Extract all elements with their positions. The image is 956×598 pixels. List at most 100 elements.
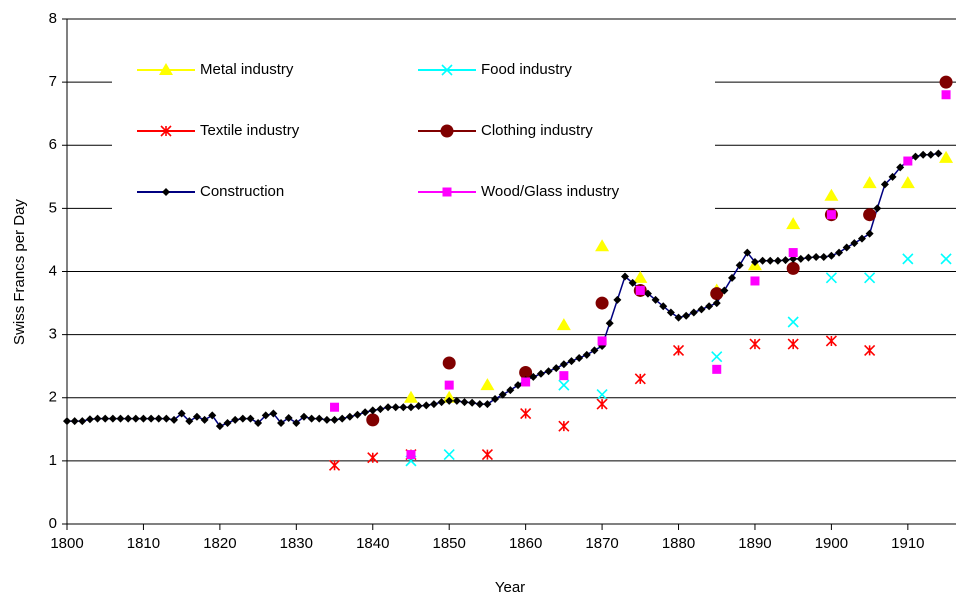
marker bbox=[159, 63, 173, 75]
marker-shape bbox=[442, 356, 456, 370]
marker bbox=[406, 450, 416, 460]
marker bbox=[773, 256, 782, 265]
x-tick-label: 1840 bbox=[356, 535, 389, 552]
marker-shape bbox=[63, 417, 71, 426]
marker bbox=[322, 415, 331, 424]
marker bbox=[284, 413, 293, 422]
marker-shape bbox=[939, 75, 953, 89]
marker-shape bbox=[391, 403, 400, 412]
marker-shape bbox=[445, 396, 454, 405]
marker bbox=[862, 176, 877, 189]
marker bbox=[824, 188, 839, 201]
marker-shape bbox=[666, 308, 675, 317]
marker bbox=[192, 412, 201, 421]
y-tick-label: 8 bbox=[49, 10, 57, 27]
marker-shape bbox=[651, 295, 660, 304]
marker bbox=[353, 410, 362, 419]
marker bbox=[674, 313, 683, 322]
marker bbox=[597, 336, 607, 346]
marker-shape bbox=[437, 398, 446, 407]
marker-shape bbox=[743, 248, 752, 257]
marker bbox=[441, 64, 453, 76]
x-tick-label: 1880 bbox=[662, 535, 695, 552]
marker bbox=[483, 400, 492, 409]
marker bbox=[558, 420, 570, 432]
marker bbox=[865, 229, 874, 238]
marker bbox=[863, 208, 877, 222]
marker-shape bbox=[338, 414, 347, 423]
marker bbox=[786, 217, 801, 230]
legend-label: Food industry bbox=[481, 61, 572, 78]
x-tick-label: 1910 bbox=[891, 535, 924, 552]
marker-shape bbox=[595, 296, 609, 310]
marker-shape bbox=[246, 414, 255, 423]
marker-shape bbox=[896, 163, 905, 172]
marker bbox=[223, 419, 232, 427]
marker bbox=[328, 459, 341, 471]
marker bbox=[124, 414, 133, 423]
marker bbox=[842, 243, 851, 252]
marker-shape bbox=[787, 316, 799, 328]
marker-shape bbox=[399, 403, 408, 412]
marker bbox=[254, 419, 263, 427]
marker-shape bbox=[442, 187, 452, 197]
marker bbox=[596, 389, 608, 401]
marker bbox=[826, 210, 836, 220]
marker-shape bbox=[556, 318, 571, 331]
x-tick-label: 1850 bbox=[433, 535, 466, 552]
marker-shape bbox=[934, 149, 943, 158]
marker bbox=[712, 364, 722, 374]
marker bbox=[634, 373, 646, 385]
marker-shape bbox=[330, 415, 339, 424]
marker bbox=[705, 302, 714, 311]
marker bbox=[827, 251, 836, 260]
marker-shape bbox=[443, 448, 455, 461]
marker-shape bbox=[559, 360, 568, 369]
marker-shape bbox=[519, 366, 533, 379]
marker bbox=[85, 415, 94, 424]
marker-shape bbox=[643, 289, 652, 298]
marker-shape bbox=[659, 302, 668, 311]
marker-shape bbox=[322, 415, 331, 424]
marker-shape bbox=[873, 204, 882, 213]
marker bbox=[292, 419, 301, 427]
marker-shape bbox=[635, 285, 645, 295]
marker-shape bbox=[590, 346, 599, 355]
marker bbox=[460, 398, 469, 407]
marker-shape bbox=[468, 398, 477, 407]
marker bbox=[781, 256, 790, 265]
marker-shape bbox=[108, 414, 117, 423]
marker-shape bbox=[697, 305, 706, 314]
marker-shape bbox=[368, 406, 377, 415]
marker-shape bbox=[766, 256, 775, 265]
marker bbox=[559, 360, 568, 369]
y-tick-label: 0 bbox=[49, 515, 57, 532]
marker-shape bbox=[238, 414, 247, 423]
marker-shape bbox=[200, 415, 209, 424]
marker-shape bbox=[826, 210, 836, 220]
marker-shape bbox=[353, 410, 362, 419]
marker-shape bbox=[819, 252, 828, 261]
marker bbox=[376, 405, 385, 414]
marker bbox=[880, 180, 889, 189]
marker bbox=[651, 295, 660, 304]
marker-shape bbox=[277, 419, 286, 427]
marker-shape bbox=[361, 408, 370, 417]
marker bbox=[743, 248, 752, 257]
marker bbox=[595, 239, 610, 252]
marker-shape bbox=[299, 412, 308, 421]
marker-shape bbox=[162, 414, 171, 423]
marker bbox=[939, 75, 953, 89]
marker-shape bbox=[441, 64, 453, 76]
marker bbox=[399, 403, 408, 412]
marker-shape bbox=[939, 150, 954, 163]
marker-shape bbox=[192, 412, 201, 421]
marker-shape bbox=[440, 124, 454, 138]
x-tick-label: 1820 bbox=[203, 535, 236, 552]
marker bbox=[307, 414, 316, 423]
marker-shape bbox=[749, 338, 761, 350]
marker bbox=[787, 316, 799, 328]
marker bbox=[712, 299, 721, 308]
marker bbox=[911, 152, 920, 161]
y-axis-label: Swiss Francs per Day bbox=[11, 199, 28, 345]
